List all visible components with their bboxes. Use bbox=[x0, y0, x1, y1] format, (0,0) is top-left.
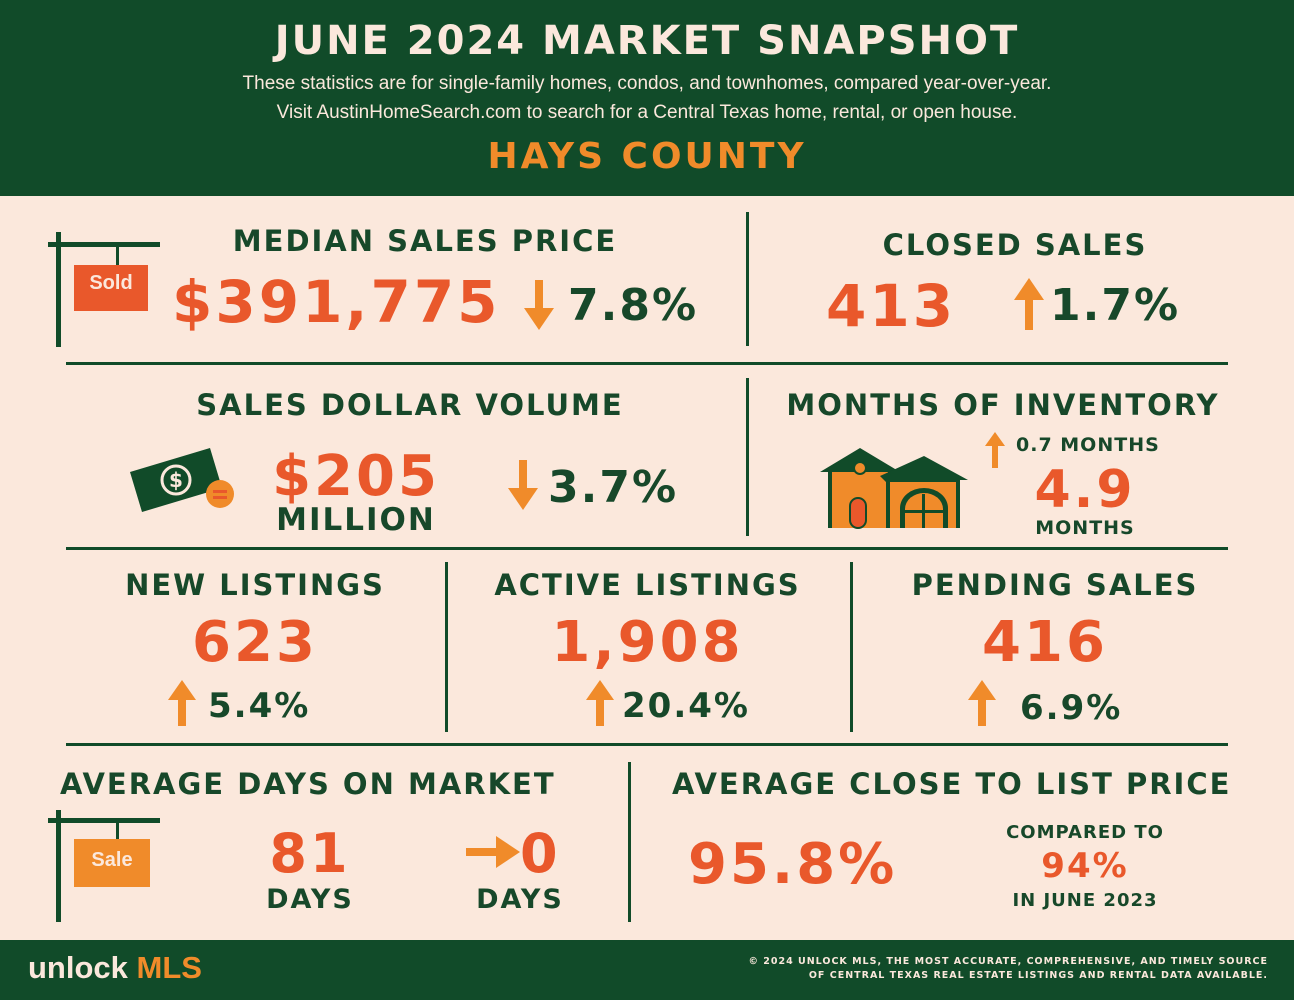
divider-col-3 bbox=[445, 562, 448, 732]
compare-label: COMPARED TO bbox=[1006, 822, 1164, 843]
unlock-mls-logo: unlock MLS bbox=[28, 950, 202, 986]
footer-banner: unlock MLS © 2024 UNLOCK MLS, THE MOST A… bbox=[0, 940, 1294, 1000]
arrow-up-icon bbox=[1014, 278, 1044, 330]
divider-col-1 bbox=[746, 212, 749, 346]
sales-dollar-volume-unit: MILLION bbox=[276, 502, 436, 538]
page-title: JUNE 2024 MARKET SNAPSHOT bbox=[274, 18, 1020, 64]
active-listings-change: 20.4% bbox=[622, 686, 750, 726]
svg-text:$: $ bbox=[169, 468, 183, 492]
average-days-on-market-value: 81 bbox=[269, 822, 351, 885]
subtitle-line-1: These statistics are for single-family h… bbox=[242, 73, 1052, 94]
average-days-on-market-change: 0 bbox=[520, 822, 561, 885]
closed-sales-label: CLOSED SALES bbox=[882, 228, 1148, 262]
county-title: HAYS COUNTY bbox=[487, 136, 807, 177]
arrow-up-icon bbox=[586, 680, 614, 726]
sale-sign-icon bbox=[48, 810, 160, 922]
months-of-inventory-label: MONTHS OF INVENTORY bbox=[786, 388, 1220, 422]
divider-row-2 bbox=[66, 547, 1228, 550]
pending-sales-value: 416 bbox=[982, 610, 1108, 675]
pending-sales-label: PENDING SALES bbox=[911, 568, 1199, 602]
new-listings-change: 5.4% bbox=[208, 686, 311, 726]
arrow-down-icon bbox=[524, 280, 554, 330]
average-days-on-market-unit: DAYS bbox=[266, 884, 354, 915]
divider-col-4 bbox=[850, 562, 853, 732]
new-listings-label: NEW LISTINGS bbox=[125, 568, 385, 602]
average-close-to-list-value: 95.8% bbox=[688, 832, 898, 897]
logo-prefix: unlock bbox=[28, 950, 128, 985]
new-listings-value: 623 bbox=[192, 610, 318, 675]
arrow-down-icon bbox=[508, 460, 538, 510]
median-sales-price-change: 7.8% bbox=[568, 280, 699, 331]
sales-dollar-volume-change: 3.7% bbox=[548, 462, 679, 513]
average-close-to-list-label: AVERAGE CLOSE TO LIST PRICE bbox=[672, 767, 1232, 801]
compare-value: 94% bbox=[1041, 846, 1129, 886]
subtitle-line-2: Visit AustinHomeSearch.com to search for… bbox=[276, 102, 1018, 123]
logo-suffix: MLS bbox=[136, 950, 202, 985]
house-icon bbox=[820, 448, 968, 529]
months-of-inventory-value: 4.9 bbox=[1034, 460, 1136, 520]
arrow-right-icon bbox=[466, 836, 520, 868]
divider-row-1 bbox=[66, 362, 1228, 365]
arrow-up-icon bbox=[168, 680, 196, 726]
arrow-up-icon bbox=[968, 680, 996, 726]
average-days-on-market-label: AVERAGE DAYS ON MARKET bbox=[60, 767, 556, 801]
compare-period: IN JUNE 2023 bbox=[1012, 890, 1158, 911]
pending-sales-change: 6.9% bbox=[1020, 688, 1123, 728]
header-banner: JUNE 2024 MARKET SNAPSHOT These statisti… bbox=[0, 0, 1294, 196]
closed-sales-change: 1.7% bbox=[1050, 280, 1181, 331]
closed-sales-value: 413 bbox=[826, 272, 957, 340]
arrow-up-icon bbox=[985, 432, 1005, 468]
active-listings-label: ACTIVE LISTINGS bbox=[494, 568, 801, 602]
sale-sign-text: Sale bbox=[91, 849, 133, 871]
copyright-notice: © 2024 UNLOCK MLS, THE MOST ACCURATE, CO… bbox=[708, 955, 1268, 983]
months-of-inventory-unit: MONTHS bbox=[1035, 517, 1135, 539]
median-sales-price-value: $391,775 bbox=[172, 268, 501, 336]
money-bill-icon: $ bbox=[130, 448, 234, 512]
divider-col-2 bbox=[746, 378, 749, 536]
active-listings-value: 1,908 bbox=[551, 610, 744, 675]
median-sales-price-label: MEDIAN SALES PRICE bbox=[232, 224, 618, 258]
sales-dollar-volume-value: $205 bbox=[272, 444, 440, 509]
sold-sign-text: Sold bbox=[89, 272, 133, 294]
sold-sign-icon bbox=[48, 232, 160, 347]
months-of-inventory-change: 0.7 MONTHS bbox=[1016, 434, 1160, 456]
divider-col-5 bbox=[628, 762, 631, 922]
copyright-line-2: OF CENTRAL TEXAS REAL ESTATE LISTINGS AN… bbox=[808, 970, 1268, 981]
divider-row-3 bbox=[66, 743, 1228, 746]
average-days-on-market-change-unit: DAYS bbox=[476, 884, 564, 915]
copyright-line-1: © 2024 UNLOCK MLS, THE MOST ACCURATE, CO… bbox=[748, 956, 1268, 967]
sales-dollar-volume-label: SALES DOLLAR VOLUME bbox=[196, 388, 624, 422]
